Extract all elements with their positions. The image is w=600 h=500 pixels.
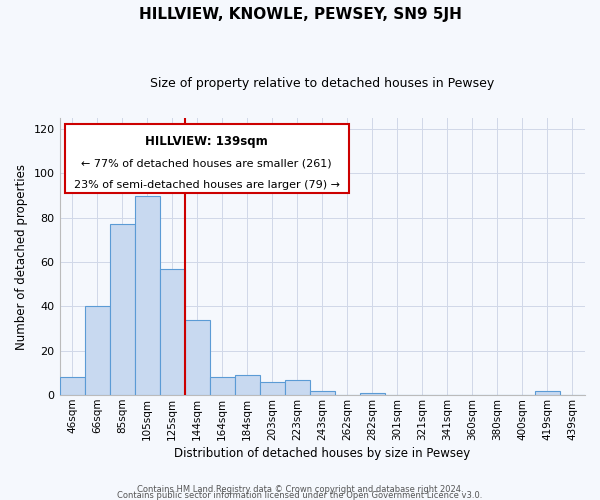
Text: ← 77% of detached houses are smaller (261): ← 77% of detached houses are smaller (26… <box>82 158 332 168</box>
Bar <box>85 306 110 395</box>
Bar <box>235 375 260 395</box>
Bar <box>260 382 285 395</box>
Title: Size of property relative to detached houses in Pewsey: Size of property relative to detached ho… <box>150 78 494 90</box>
Text: 23% of semi-detached houses are larger (79) →: 23% of semi-detached houses are larger (… <box>74 180 340 190</box>
Text: Contains public sector information licensed under the Open Government Licence v3: Contains public sector information licen… <box>118 490 482 500</box>
X-axis label: Distribution of detached houses by size in Pewsey: Distribution of detached houses by size … <box>174 447 470 460</box>
Text: HILLVIEW: 139sqm: HILLVIEW: 139sqm <box>145 134 268 147</box>
FancyBboxPatch shape <box>65 124 349 193</box>
Text: Contains HM Land Registry data © Crown copyright and database right 2024.: Contains HM Land Registry data © Crown c… <box>137 485 463 494</box>
Text: HILLVIEW, KNOWLE, PEWSEY, SN9 5JH: HILLVIEW, KNOWLE, PEWSEY, SN9 5JH <box>139 8 461 22</box>
Bar <box>285 380 310 395</box>
Bar <box>360 393 385 395</box>
Y-axis label: Number of detached properties: Number of detached properties <box>15 164 28 350</box>
Bar <box>209 378 235 395</box>
Bar <box>160 269 185 395</box>
Bar <box>134 196 160 395</box>
Bar <box>185 320 209 395</box>
Bar <box>59 378 85 395</box>
Bar <box>110 224 134 395</box>
Bar <box>310 390 335 395</box>
Bar <box>535 390 560 395</box>
